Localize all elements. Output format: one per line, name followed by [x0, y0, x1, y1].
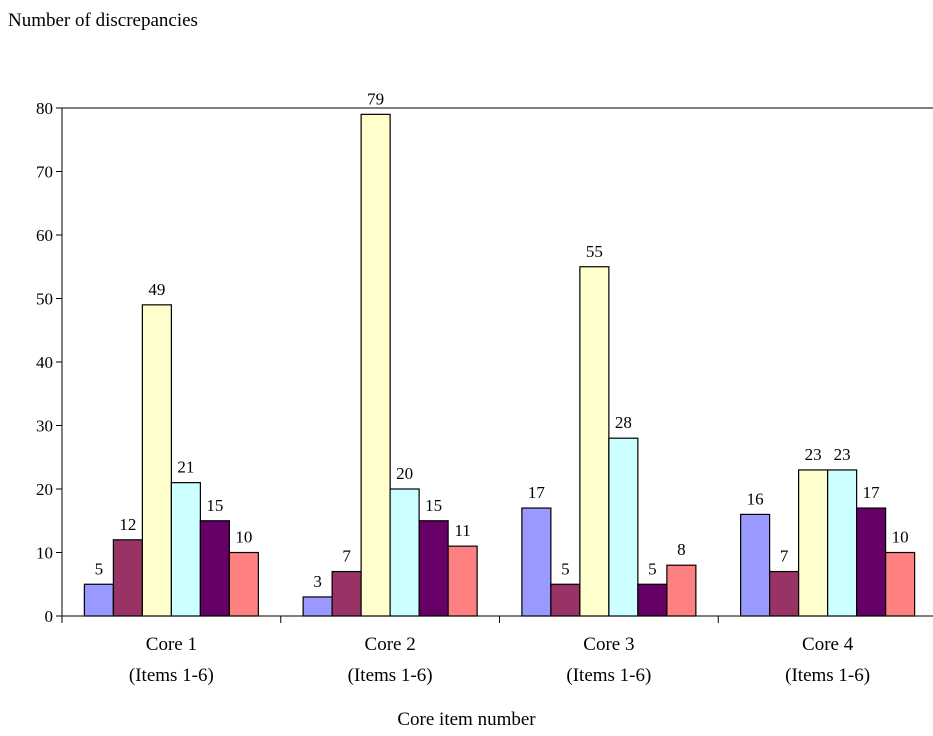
- bar: [141, 304, 172, 617]
- bar-value-label: 79: [367, 89, 384, 108]
- bar: [228, 551, 259, 617]
- bar: [740, 513, 771, 617]
- bar-value-label: 23: [834, 445, 851, 464]
- bar-value-label: 10: [892, 528, 909, 547]
- bar-value-label: 15: [425, 496, 442, 515]
- bar-value-label: 23: [805, 445, 822, 464]
- x-category-sublabel: (Items 1-6): [566, 665, 651, 686]
- bar-value-label: 11: [454, 521, 470, 540]
- bar: [856, 507, 887, 617]
- bar: [331, 570, 362, 617]
- bar: [637, 583, 668, 617]
- bar: [418, 520, 449, 617]
- bar: [666, 564, 697, 617]
- bar-value-label: 3: [313, 572, 322, 591]
- bar-value-label: 7: [342, 547, 351, 566]
- bar: [521, 507, 552, 617]
- y-tick-label: 60: [36, 226, 53, 245]
- bar-value-label: 5: [95, 559, 104, 578]
- bar: [389, 488, 420, 617]
- y-tick-label: 80: [36, 99, 53, 118]
- x-category-label: Core 3: [583, 634, 634, 655]
- bar: [360, 113, 391, 617]
- y-tick-label: 70: [36, 163, 53, 182]
- bar-value-label: 7: [780, 547, 789, 566]
- bar-value-label: 5: [648, 559, 657, 578]
- bar: [798, 469, 829, 617]
- bar-value-label: 10: [235, 528, 252, 547]
- bar: [769, 570, 800, 617]
- x-axis-title: Core item number: [397, 709, 536, 730]
- bar-value-label: 15: [206, 496, 223, 515]
- bar: [579, 266, 610, 617]
- x-category-sublabel: (Items 1-6): [785, 665, 870, 686]
- bar-value-label: 16: [747, 489, 764, 508]
- y-tick-label: 10: [36, 544, 53, 563]
- x-category-sublabel: (Items 1-6): [129, 665, 214, 686]
- x-category-label: Core 4: [802, 634, 854, 655]
- x-category-sublabel: (Items 1-6): [348, 665, 433, 686]
- bar-value-label: 55: [586, 242, 603, 261]
- bar: [170, 482, 201, 617]
- bar-value-label: 21: [177, 458, 194, 477]
- y-axis-title: Number of discrepancies: [8, 10, 198, 31]
- y-tick-label: 40: [36, 353, 53, 372]
- bar: [112, 539, 143, 617]
- bar: [885, 551, 916, 617]
- bar: [550, 583, 581, 617]
- bar: [827, 469, 858, 617]
- y-tick-label: 30: [36, 417, 53, 436]
- x-category-label: Core 2: [365, 634, 416, 655]
- y-tick-label: 20: [36, 480, 53, 499]
- bar-value-label: 49: [148, 280, 165, 299]
- bar: [199, 520, 230, 617]
- bar: [447, 545, 478, 617]
- bar-value-label: 5: [561, 559, 570, 578]
- bar-value-label: 17: [528, 483, 546, 502]
- bar: [302, 596, 333, 617]
- bar: [83, 583, 114, 617]
- bar: [608, 437, 639, 617]
- bar-value-label: 28: [615, 413, 632, 432]
- bar-value-label: 12: [119, 515, 136, 534]
- y-tick-label: 50: [36, 290, 53, 309]
- y-tick-label: 0: [45, 607, 54, 626]
- bar-value-label: 17: [863, 483, 881, 502]
- bar-value-label: 20: [396, 464, 413, 483]
- bar-value-label: 8: [677, 540, 686, 559]
- x-category-label: Core 1: [146, 634, 197, 655]
